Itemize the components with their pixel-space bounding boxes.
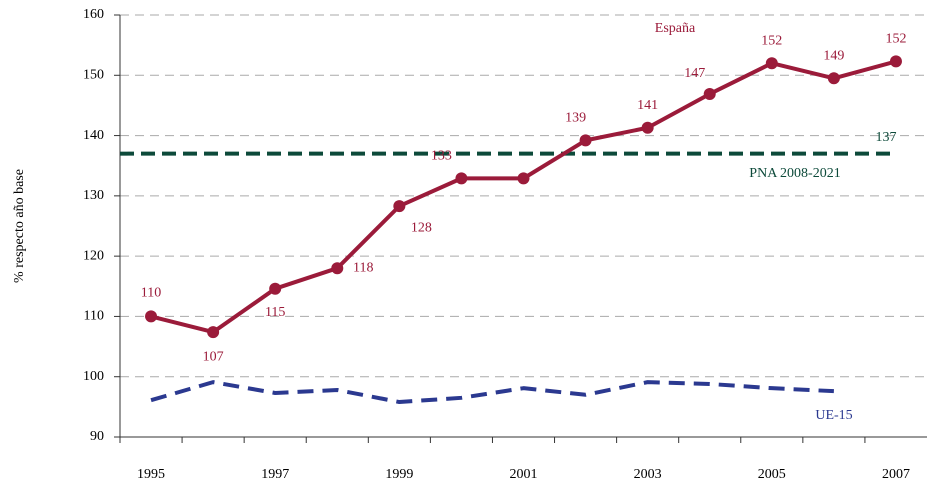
point <box>331 262 344 275</box>
series-line <box>150 59 897 335</box>
data-label: 152 <box>885 32 906 47</box>
x-tick-label: 2003 <box>634 467 662 482</box>
point <box>269 282 282 295</box>
point <box>145 310 158 323</box>
y-axis-label: % respecto año base <box>12 169 27 283</box>
y-tick-label: 150 <box>83 68 104 83</box>
series-name-label: UE-15 <box>815 408 852 423</box>
x-tick-label: 2001 <box>510 467 538 482</box>
point <box>827 72 840 85</box>
series-name-label: España <box>655 21 696 36</box>
data-label: 107 <box>203 349 224 364</box>
reference-value-label: 137 <box>876 130 897 145</box>
y-tick-label: 160 <box>83 7 104 22</box>
y-tick-label: 90 <box>90 429 104 444</box>
data-label: 152 <box>761 33 782 48</box>
y-tick-label: 100 <box>83 369 104 384</box>
data-label: 141 <box>637 98 658 113</box>
y-tick-label: 130 <box>83 188 104 203</box>
x-tick-label: 1999 <box>385 467 413 482</box>
data-label: 147 <box>684 66 705 81</box>
y-tick-label: 120 <box>83 248 104 263</box>
data-label: 115 <box>265 305 285 320</box>
data-label: 128 <box>411 220 432 235</box>
point <box>207 326 220 339</box>
y-tick-label: 110 <box>84 309 104 324</box>
series-line <box>150 380 834 405</box>
point <box>455 172 468 185</box>
point <box>889 55 902 68</box>
point <box>703 87 716 100</box>
x-tick-label: 2005 <box>758 467 786 482</box>
point <box>579 134 592 147</box>
point <box>393 200 406 213</box>
data-label: 110 <box>141 286 161 301</box>
data-label: 149 <box>823 49 844 64</box>
x-tick-label: 1997 <box>261 467 289 482</box>
reference-name-label: PNA 2008-2021 <box>749 166 840 181</box>
point <box>641 121 654 134</box>
data-label: 139 <box>565 111 586 126</box>
data-label: 118 <box>353 260 373 275</box>
data-label: 133 <box>431 149 452 164</box>
point <box>517 172 530 185</box>
y-tick-label: 140 <box>83 128 104 143</box>
point <box>765 57 778 70</box>
x-tick-label: 2007 <box>882 467 910 482</box>
x-tick-label: 1995 <box>137 467 165 482</box>
